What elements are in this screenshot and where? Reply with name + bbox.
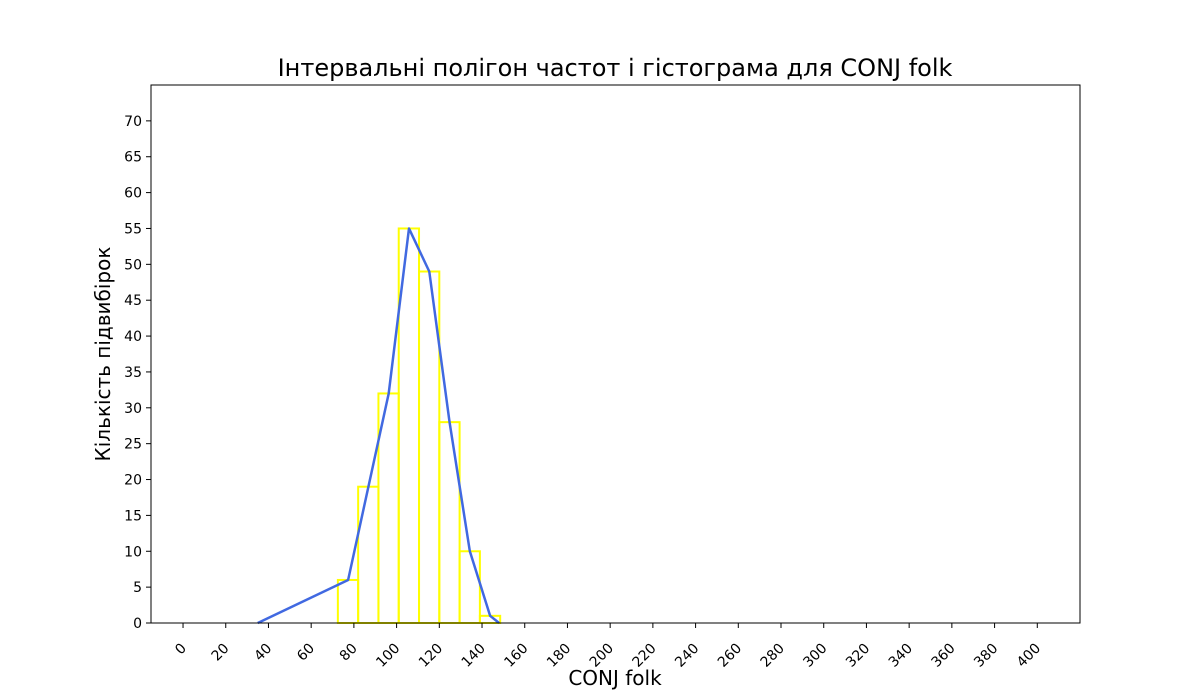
x-tick-label: 0 [172,641,190,659]
y-tick-label: 10 [124,544,142,560]
y-tick-label: 20 [124,473,142,489]
x-tick-label: 160 [501,641,531,671]
histogram-bar [357,485,380,624]
chart-title: Інтервальні полігон частот і гістограма … [278,54,953,82]
y-tick-label: 55 [124,221,142,237]
y-tick-label: 5 [133,580,142,596]
x-tick-label: 260 [715,641,745,671]
y-tick-label: 65 [124,150,142,166]
y-tick-label: 40 [124,329,142,345]
x-axis-label: CONJ folk [568,666,662,690]
x-tick-label: 140 [459,641,489,671]
x-tick-label: 100 [373,641,403,671]
histogram-bar [438,421,461,624]
x-tick-label: 240 [672,641,702,671]
x-tick-label: 340 [886,641,916,671]
histogram-bar [458,550,481,624]
frequency-polygon-line [257,227,500,625]
x-tick-label: 300 [800,641,830,671]
x-tick-label: 400 [1014,641,1044,671]
y-tick-label: 25 [124,437,142,453]
x-tick-label: 80 [337,641,361,665]
x-axis: 0 20 40 60 80 100 120 140 160 180 200 220 240 260 280 3… [172,623,1044,671]
plot-frame [150,84,1081,624]
y-axis-label: Кількість підвибірок [91,247,115,462]
x-tick-label: 60 [294,641,318,665]
x-tick-label: 20 [209,641,233,665]
y-axis: 0 5 10 15 20 25 30 35 40 45 50 55 60 65 70 [124,114,151,632]
y-tick-label: 0 [133,616,142,632]
x-tick-label: 40 [251,641,275,665]
y-tick-label: 30 [124,401,142,417]
x-tick-label: 280 [758,641,788,671]
y-tick-label: 45 [124,293,142,309]
y-tick-label: 15 [124,508,142,524]
x-tick-label: 320 [843,641,873,671]
x-tick-label: 380 [971,641,1001,671]
histogram-bar [336,578,360,625]
y-tick-label: 35 [124,365,142,381]
x-tick-label: 360 [928,641,958,671]
y-tick-label: 60 [124,186,142,202]
y-tick-label: 70 [124,114,142,130]
x-tick-label: 120 [416,641,446,671]
y-tick-label: 50 [124,257,142,273]
plot-area [150,84,1081,625]
